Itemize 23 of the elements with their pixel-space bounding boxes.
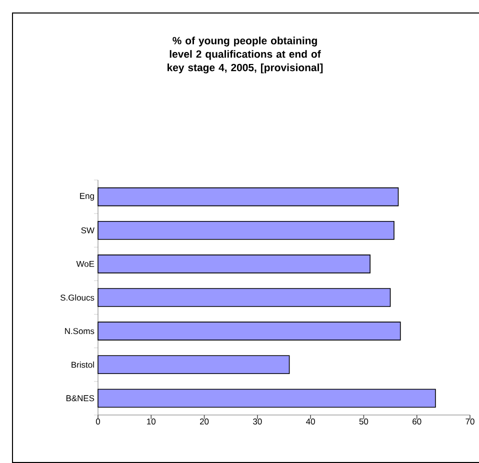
- bar: [98, 288, 391, 307]
- y-tick-label: Eng: [80, 193, 94, 201]
- bar: [98, 254, 370, 274]
- x-tick-label: 10: [147, 418, 156, 425]
- chart-title: % of young people obtaining level 2 qualifications at end of key stage 4, 2005, [provisional]: [168, 36, 323, 74]
- x-tick-label: 20: [200, 418, 209, 425]
- x-tick-label: 70: [466, 418, 474, 425]
- x-tick-label: 50: [359, 418, 368, 425]
- bar: [98, 355, 290, 374]
- bar: [98, 322, 401, 340]
- bar: [98, 220, 394, 240]
- bar: [98, 388, 436, 408]
- bar: [98, 187, 399, 206]
- x-tick-label: 40: [306, 418, 315, 425]
- x-tick-label: 30: [253, 418, 262, 425]
- y-tick-label: B&NES: [66, 395, 94, 402]
- x-tick-label: 60: [412, 418, 422, 425]
- y-tick-label: WoE: [76, 260, 94, 267]
- y-tick-label: S.Gloucs: [60, 294, 94, 301]
- y-tick-label: Bristol: [72, 362, 94, 368]
- x-tick-label: 0: [96, 418, 100, 425]
- y-tick-label: SW: [81, 227, 94, 234]
- y-tick-label: N.Soms: [65, 328, 94, 334]
